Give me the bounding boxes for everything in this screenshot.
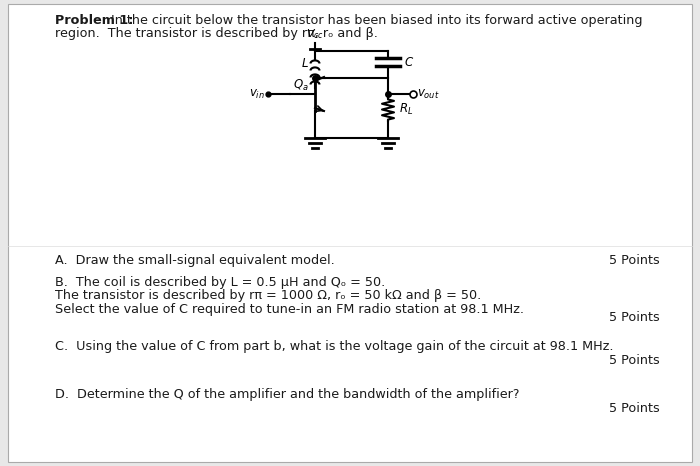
Text: A.  Draw the small-signal equivalent model.: A. Draw the small-signal equivalent mode… [55, 254, 335, 267]
Text: The transistor is described by rπ = 1000 Ω, rₒ = 50 kΩ and β = 50.: The transistor is described by rπ = 1000… [55, 289, 482, 302]
Text: $v_{in}$: $v_{in}$ [249, 88, 265, 101]
Text: $V_{cc}$: $V_{cc}$ [306, 27, 324, 41]
Text: 5 Points: 5 Points [609, 311, 660, 324]
Text: $v_{out}$: $v_{out}$ [417, 88, 440, 101]
Text: B.  The coil is described by L = 0.5 μH and Qₒ = 50.: B. The coil is described by L = 0.5 μH a… [55, 276, 385, 289]
Text: region.  The transistor is described by rπ, rₒ and β.: region. The transistor is described by r… [55, 27, 378, 40]
Text: Select the value of C required to tune-in an FM radio station at 98.1 MHz.: Select the value of C required to tune-i… [55, 303, 524, 316]
Text: 5 Points: 5 Points [609, 254, 660, 267]
Text: Problem 1:: Problem 1: [55, 14, 134, 27]
Text: $L$: $L$ [301, 57, 309, 70]
Text: C.  Using the value of C from part b, what is the voltage gain of the circuit at: C. Using the value of C from part b, wha… [55, 340, 613, 353]
Text: D.  Determine the Q of the amplifier and the bandwidth of the amplifier?: D. Determine the Q of the amplifier and … [55, 388, 519, 401]
Text: $Q_a$: $Q_a$ [293, 78, 309, 93]
Text: $C$: $C$ [404, 55, 414, 69]
FancyBboxPatch shape [8, 4, 692, 462]
Text: 5 Points: 5 Points [609, 402, 660, 415]
Text: 5 Points: 5 Points [609, 354, 660, 367]
Text: $R_L$: $R_L$ [399, 102, 413, 117]
Text: In the circuit below the transistor has been biased into its forward active oper: In the circuit below the transistor has … [107, 14, 643, 27]
